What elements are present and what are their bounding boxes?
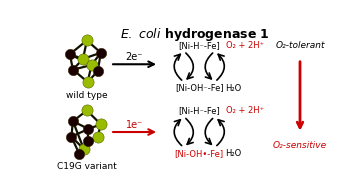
Point [76,152,82,155]
Text: [Ni-OH⁻-Fe]: [Ni-OH⁻-Fe] [175,84,224,92]
Text: [Ni-OH•-Fe]: [Ni-OH•-Fe] [175,149,224,158]
Text: O₂-tolerant: O₂-tolerant [275,40,325,50]
Point [70,68,76,71]
Text: wild type: wild type [66,91,108,100]
Point [80,57,86,60]
Point [69,135,74,138]
Point [84,109,90,112]
Text: O₂ + 2H⁺: O₂ + 2H⁺ [225,106,264,115]
Text: [Ni-H⁻-Fe]: [Ni-H⁻-Fe] [178,41,220,50]
Point [81,147,87,150]
Point [98,51,104,54]
Text: O₂-sensitive: O₂-sensitive [273,141,327,150]
Text: C19G variant: C19G variant [57,162,117,171]
Text: H₂O: H₂O [225,84,242,92]
Text: $\mathit{E.\ coli}$ hydrogenase 1: $\mathit{E.\ coli}$ hydrogenase 1 [120,26,270,43]
Point [67,53,73,56]
Point [98,123,104,126]
Point [89,64,95,67]
Point [85,81,91,84]
Point [86,140,91,143]
Point [95,135,101,138]
Text: [Ni-H⁻-Fe]: [Ni-H⁻-Fe] [178,106,220,115]
Point [84,39,90,42]
Text: 2e⁻: 2e⁻ [125,52,143,62]
Text: 1e⁻: 1e⁻ [126,120,143,130]
Point [95,70,101,73]
Point [86,127,91,130]
Text: O₂ + 2H⁺: O₂ + 2H⁺ [225,41,264,50]
Text: H₂O: H₂O [225,149,242,158]
Point [70,120,76,123]
